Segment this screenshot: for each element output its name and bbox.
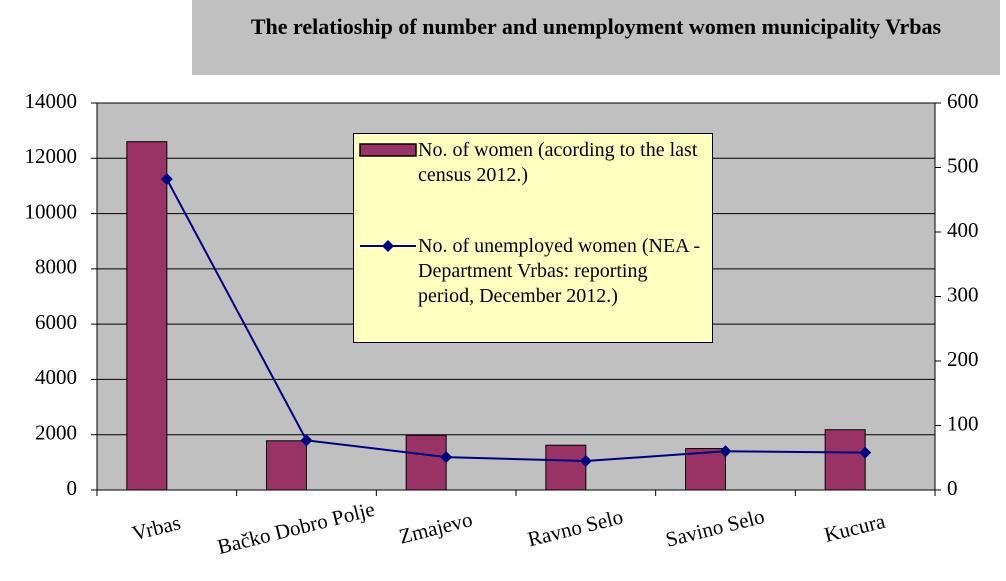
y-tick-label: 14000 [25,89,78,113]
legend-bar [359,143,417,157]
legend-marker [382,240,394,252]
y-tick-label: 8000 [35,255,77,279]
legend: No. of women (acording to the last censu… [353,133,713,343]
y-tick-label: 0 [67,476,78,500]
x-tick-label: Zmajevo [397,507,475,548]
y2-tick-label: 0 [947,476,958,500]
bar [545,444,587,491]
bar [126,141,168,491]
y-tick-label: 10000 [25,199,78,223]
y-tick-label: 2000 [35,421,77,445]
chart-title: The relatioship of number and unemployme… [192,0,1000,75]
y2-tick-label: 300 [947,282,979,306]
marker [160,173,173,186]
x-tick-label: Ravno Selo [525,504,625,551]
y2-tick-label: 400 [947,218,979,242]
bar [405,434,447,491]
x-tick-label: Savino Selo [663,504,767,552]
y-tick-label: 6000 [35,310,77,334]
line [165,178,866,462]
legend-entry: No. of women (acording to the last censu… [358,138,708,188]
marker [300,434,313,447]
y-tick-label: 4000 [35,365,77,389]
bar [685,448,726,491]
bar [266,440,307,491]
legend-swatch [359,143,417,157]
marker [859,446,872,459]
y2-tick-label: 500 [947,153,979,177]
marker [579,454,592,467]
legend-entry: No. of unemployed women (NEA - Departmen… [358,234,708,309]
marker [440,451,453,464]
y2-tick-label: 600 [947,89,979,113]
bar [824,429,866,491]
y2-tick-label: 200 [947,347,979,371]
y2-tick-label: 100 [947,411,979,435]
marker [719,445,732,458]
x-tick-label: Kucura [822,509,888,547]
y-tick-label: 12000 [25,144,78,168]
legend-label: No. of women (acording to the last censu… [418,139,698,186]
x-tick-label: Vrbas [130,510,183,545]
x-tick-label: Bačko Dobro Polje [215,497,377,559]
legend-swatch [360,240,416,252]
legend-label: No. of unemployed women (NEA - Departmen… [418,235,701,307]
